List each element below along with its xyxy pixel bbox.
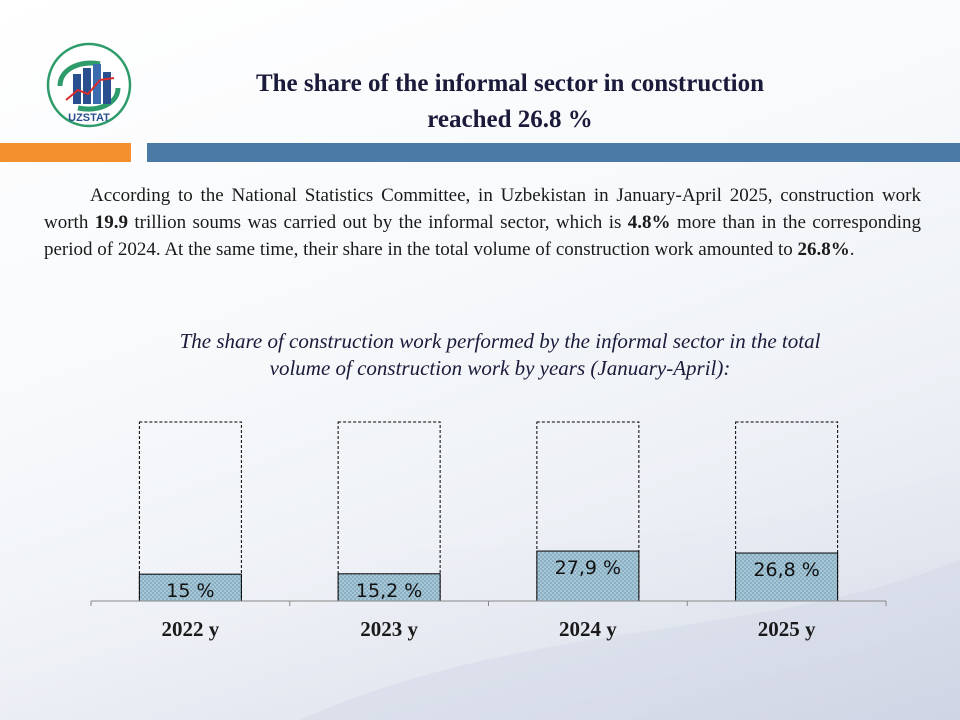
accent-bar-orange bbox=[0, 143, 131, 162]
intro-bold-3: 26.8% bbox=[797, 239, 850, 260]
category-label: 2023 y bbox=[360, 617, 418, 641]
intro-paragraph: According to the National Statistics Com… bbox=[44, 182, 921, 263]
chart-labels: 15 % 2022 y 15,2 % 2023 y 27,9 % 2024 y 26,8 %… bbox=[162, 557, 820, 641]
intro-text-3: more than in the corresponding period of… bbox=[44, 212, 922, 260]
x-axis bbox=[90, 600, 887, 606]
page-title: The share of the informal sector in cons… bbox=[150, 66, 870, 138]
category-label: 2025 y bbox=[758, 617, 816, 641]
bar-value-label: 26,8 % bbox=[753, 559, 819, 581]
logo-text: UZSTAT bbox=[68, 112, 110, 124]
bar-value-label: 27,9 % bbox=[555, 557, 621, 579]
chart-title: The share of construction work performed… bbox=[100, 328, 900, 382]
category-label: 2022 y bbox=[162, 617, 220, 641]
intro-bold-2: 4.8% bbox=[627, 212, 671, 233]
chart-bars bbox=[138, 421, 839, 602]
bar-informal-share bbox=[735, 552, 839, 602]
bar-informal-share bbox=[536, 550, 640, 602]
intro-text-4: . bbox=[849, 239, 855, 260]
uzstat-logo: UZSTAT bbox=[46, 42, 132, 128]
chart-title-line-2: volume of construction work by years (Ja… bbox=[269, 356, 731, 380]
bar-value-label: 15,2 % bbox=[356, 580, 422, 602]
bar-value-label: 15 % bbox=[166, 580, 214, 602]
intro-text-2: trillion soums was carried out by the in… bbox=[127, 212, 628, 233]
intro-bold-1: 19.9 bbox=[94, 212, 128, 233]
title-line-1: The share of the informal sector in cons… bbox=[255, 70, 765, 97]
title-line-2: reached 26.8 % bbox=[427, 106, 593, 133]
bar-informal-share bbox=[337, 573, 441, 602]
category-label: 2024 y bbox=[559, 617, 617, 641]
chart-title-line-1: The share of construction work performed… bbox=[179, 329, 821, 353]
accent-bar-blue bbox=[147, 143, 960, 162]
intro-text-1: According to the National Statistics Com… bbox=[44, 185, 921, 233]
